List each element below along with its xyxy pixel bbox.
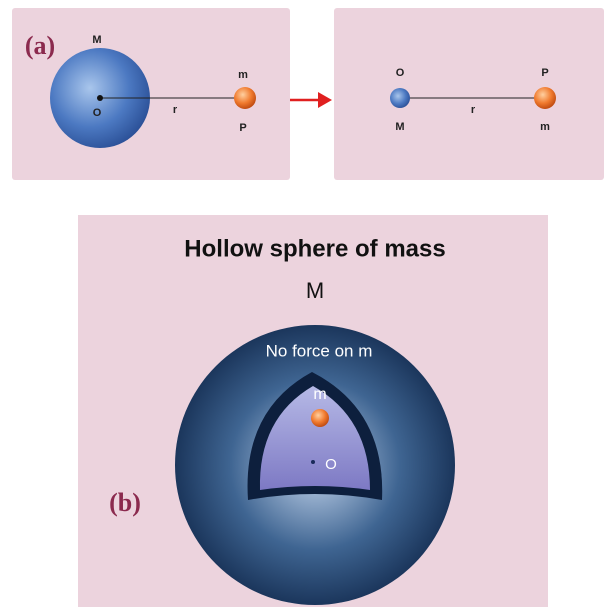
small-mass — [534, 87, 556, 109]
label: M — [92, 34, 101, 46]
title: Hollow sphere of mass — [184, 235, 445, 262]
tag: (b) — [109, 488, 141, 517]
center-dot — [97, 95, 103, 101]
label: O — [396, 67, 405, 79]
label: m — [238, 69, 248, 81]
small-mass — [311, 409, 329, 427]
label: M — [395, 121, 404, 133]
arrow-head — [318, 92, 332, 108]
panel-a-right — [334, 8, 604, 180]
label: m — [313, 386, 326, 403]
note: No force on m — [266, 341, 373, 360]
center-dot — [311, 460, 315, 464]
mass-label: M — [306, 278, 324, 303]
point-mass — [390, 88, 410, 108]
tag: (a) — [25, 31, 55, 60]
label: O — [325, 456, 337, 473]
cutout — [259, 386, 370, 490]
label: r — [471, 104, 476, 116]
label: O — [93, 107, 102, 119]
label: P — [541, 67, 548, 79]
label: r — [173, 104, 178, 116]
label: P — [239, 122, 246, 134]
label: m — [540, 121, 550, 133]
small-mass — [234, 87, 256, 109]
